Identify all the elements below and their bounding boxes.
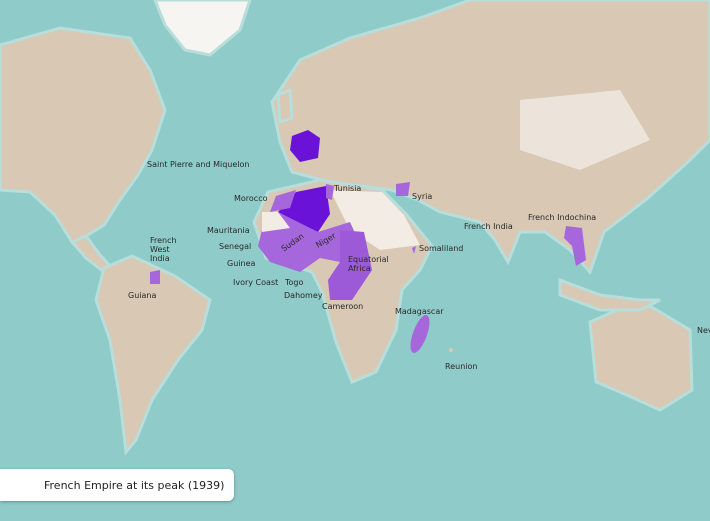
label-cameroon: Cameroon (322, 302, 364, 311)
label-saint-pierre: Saint Pierre and Miquelon (147, 160, 249, 169)
label-senegal: Senegal (219, 242, 252, 251)
label-new-caledonia: Nev (697, 326, 710, 335)
australia (588, 298, 694, 412)
label-guinea: Guinea (227, 259, 256, 268)
siberia-snow (520, 90, 650, 170)
greenland (153, 0, 252, 57)
uk (276, 87, 294, 125)
territory-madagascar (410, 315, 430, 353)
label-guiana: Guiana (128, 291, 157, 300)
label-ivory-coast: Ivory Coast (233, 278, 279, 287)
territory-reunion (449, 348, 453, 352)
territory-somaliland (412, 246, 416, 254)
label-equatorial-africa: Equatorial Africa (348, 255, 389, 273)
label-dahomey: Dahomey (284, 291, 323, 300)
territory-indochina (564, 226, 586, 266)
label-tunisia: Tunisia (334, 184, 362, 193)
map-caption: French Empire at its peak (1939) (0, 469, 234, 501)
label-togo: Togo (285, 278, 304, 287)
south-america (94, 254, 212, 456)
label-mauritania: Mauritania (207, 226, 250, 235)
label-madagascar: Madagascar (395, 307, 444, 316)
territory-france (290, 130, 320, 162)
label-french-india: French India (464, 222, 513, 231)
territory-equatorial-africa (328, 230, 372, 300)
territory-morocco (270, 190, 296, 212)
label-text: Saint Pierre and Miquelon (147, 160, 250, 169)
territory-syria (396, 182, 410, 196)
territory-tunisia (326, 184, 334, 200)
territory-mauritania (262, 212, 290, 232)
label-french-west-india: French West India (150, 236, 177, 263)
label-syria: Syria (412, 192, 433, 201)
territory-algeria (278, 186, 330, 232)
territory-guiana (150, 270, 160, 284)
indonesia (558, 277, 661, 312)
north-america (0, 26, 167, 244)
caption-text: French Empire at its peak (1939) (44, 478, 225, 492)
label-morocco: Morocco (234, 194, 268, 203)
label-reunion: Reunion (445, 362, 478, 371)
label-french-indochina: French Indochina (528, 213, 597, 222)
sahara (330, 190, 420, 250)
label-somaliland: Somaliland (419, 244, 464, 253)
